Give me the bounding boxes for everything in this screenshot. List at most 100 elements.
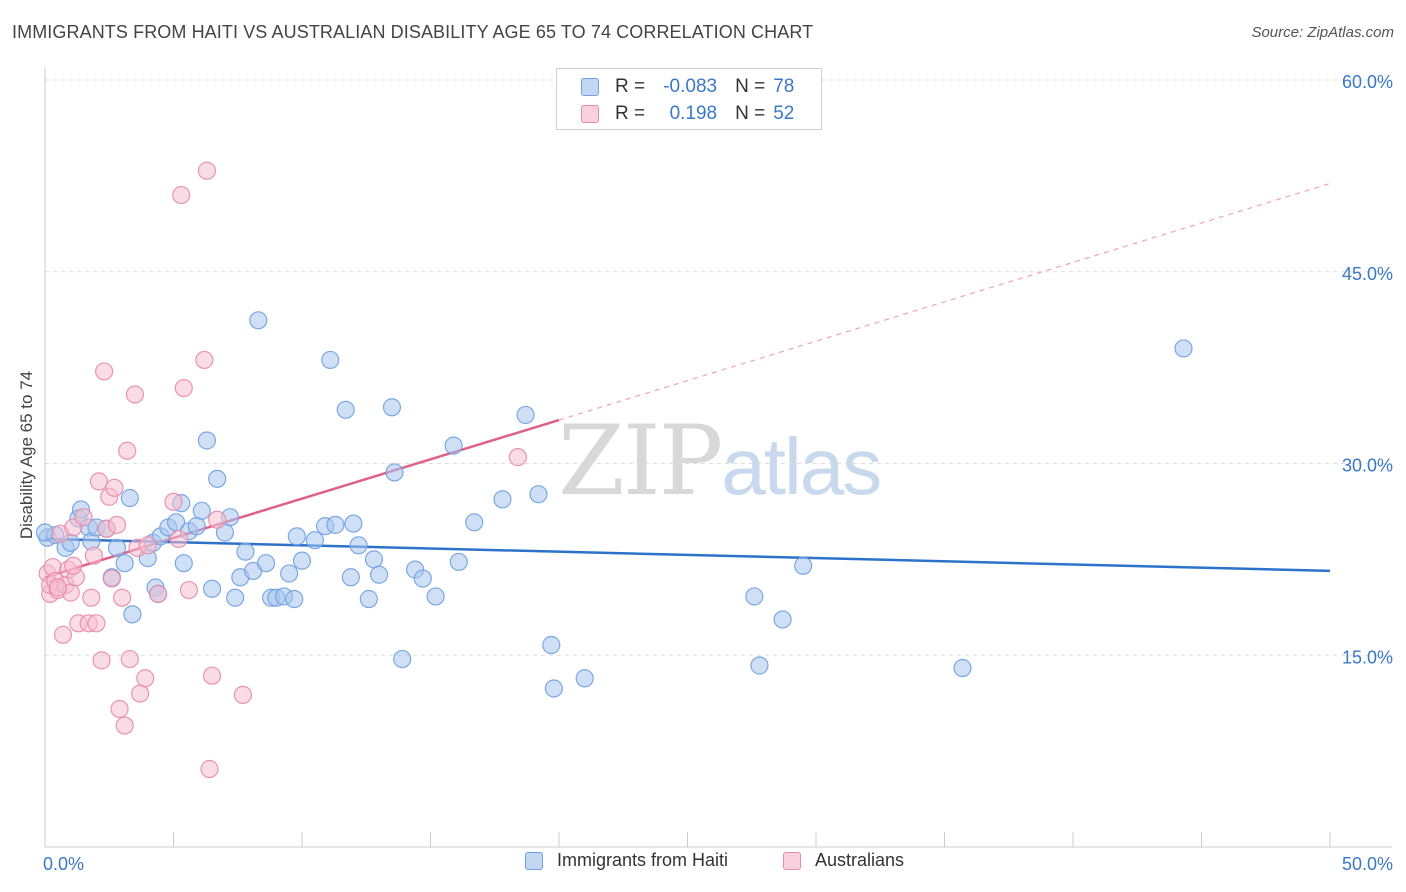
haiti-point [493,490,512,509]
haiti-point [370,565,389,584]
legend-n-value: 52 [773,103,795,124]
haiti-point [202,579,222,598]
australians-point [115,716,134,735]
australians-point [89,472,109,491]
haiti-point [249,311,268,330]
haiti-point [413,569,432,588]
legend-r-value: 0.198 [669,103,718,124]
australians-point [233,685,252,704]
series-legend-label: Australians [815,850,905,870]
x-tick-label-max: 50.0% [1342,854,1393,874]
haiti-point [236,542,255,561]
haiti-point [35,523,55,542]
haiti-point [393,649,412,669]
legend-swatch-australians [581,105,599,123]
y-tick-label: 30.0% [1342,456,1393,476]
series-legend-haiti[interactable]: Immigrants from Haiti [525,850,728,871]
tick-labels: 15.0% 30.0% 45.0% 60.0% 0.0% 50.0% [43,72,1393,874]
legend-r-label: R = [615,76,646,97]
haiti-point [280,564,299,583]
series-swatch-australians [783,851,801,870]
haiti-point [326,515,345,534]
australians-point [74,508,93,527]
x-tick-label-min: 0.0% [43,854,84,874]
australians-point [172,185,191,205]
australians-point [200,759,219,779]
haiti-point [287,527,306,546]
haiti-point [516,405,535,425]
haiti-point [305,531,324,550]
australians-point [169,529,188,549]
haiti-point [187,517,206,536]
australians-point [105,478,124,497]
legend-n-label: N = [735,76,766,97]
australians-point [208,510,227,529]
y-tick-label: 15.0% [1342,647,1393,667]
australians-point [110,699,129,719]
haiti-point [385,463,404,482]
legend-r-label: R = [615,103,646,124]
haiti-point [382,398,402,417]
data-points [35,161,1193,779]
australians-point [125,385,145,404]
australians-point [148,584,168,603]
haiti-point [341,568,360,587]
legend-n-label: N = [735,103,766,124]
australians-point [508,448,527,467]
haiti-point [120,488,139,508]
legend-r-value: -0.083 [663,76,718,97]
correlation-legend: R = -0.083 N = 78 R = 0.198 N = 52 [556,68,822,130]
australians-point [138,536,157,555]
chart-title: IMMIGRANTS FROM HAITI VS AUSTRALIAN DISA… [12,22,814,42]
haiti-point [449,552,468,572]
australians-point [84,546,103,565]
australians-point [120,649,139,669]
haiti-point [529,485,548,504]
australians-point [64,556,83,575]
y-tick-label: 45.0% [1342,264,1393,284]
australians-point [92,651,111,670]
haiti-point [123,605,142,624]
legend-n-value: 78 [773,76,795,97]
australians-point [130,684,150,703]
australians-point [195,350,214,370]
legend-row-haiti: R = -0.083 N = 78 [581,74,794,100]
haiti-point [256,554,276,573]
australians-point [136,669,155,688]
series-legend-australians[interactable]: Australians [783,850,904,871]
haiti-point [292,551,312,570]
haiti-point [208,469,227,488]
australians-point [164,492,183,511]
haiti-point [197,431,217,450]
haiti-trend-line [44,537,1331,573]
haiti-point [285,589,304,609]
haiti-point [115,554,134,573]
haiti-point [794,556,813,575]
haiti-point [575,669,594,688]
haiti-point [444,436,463,455]
haiti-point [359,589,378,609]
australians-trend-extension [558,182,1331,421]
australians-point [102,569,121,588]
series-legend-label: Immigrants from Haiti [557,850,729,870]
legend-swatch-haiti [581,78,599,96]
haiti-point [321,350,340,370]
axes [44,67,1392,848]
haiti-point [192,501,211,520]
haiti-point [364,550,384,569]
haiti-point [1174,339,1193,358]
australians-point [197,161,217,180]
haiti-point [953,658,972,678]
haiti-point [750,656,769,675]
haiti-point [226,588,245,607]
legend-row-australians: R = 0.198 N = 52 [581,101,794,127]
haiti-point [544,679,563,698]
australians-point [202,666,222,685]
australians-point [118,441,137,460]
haiti-point [107,538,127,557]
haiti-point [336,400,355,419]
series-swatch-haiti [525,851,543,870]
haiti-point [542,635,561,655]
australians-point [179,580,199,600]
